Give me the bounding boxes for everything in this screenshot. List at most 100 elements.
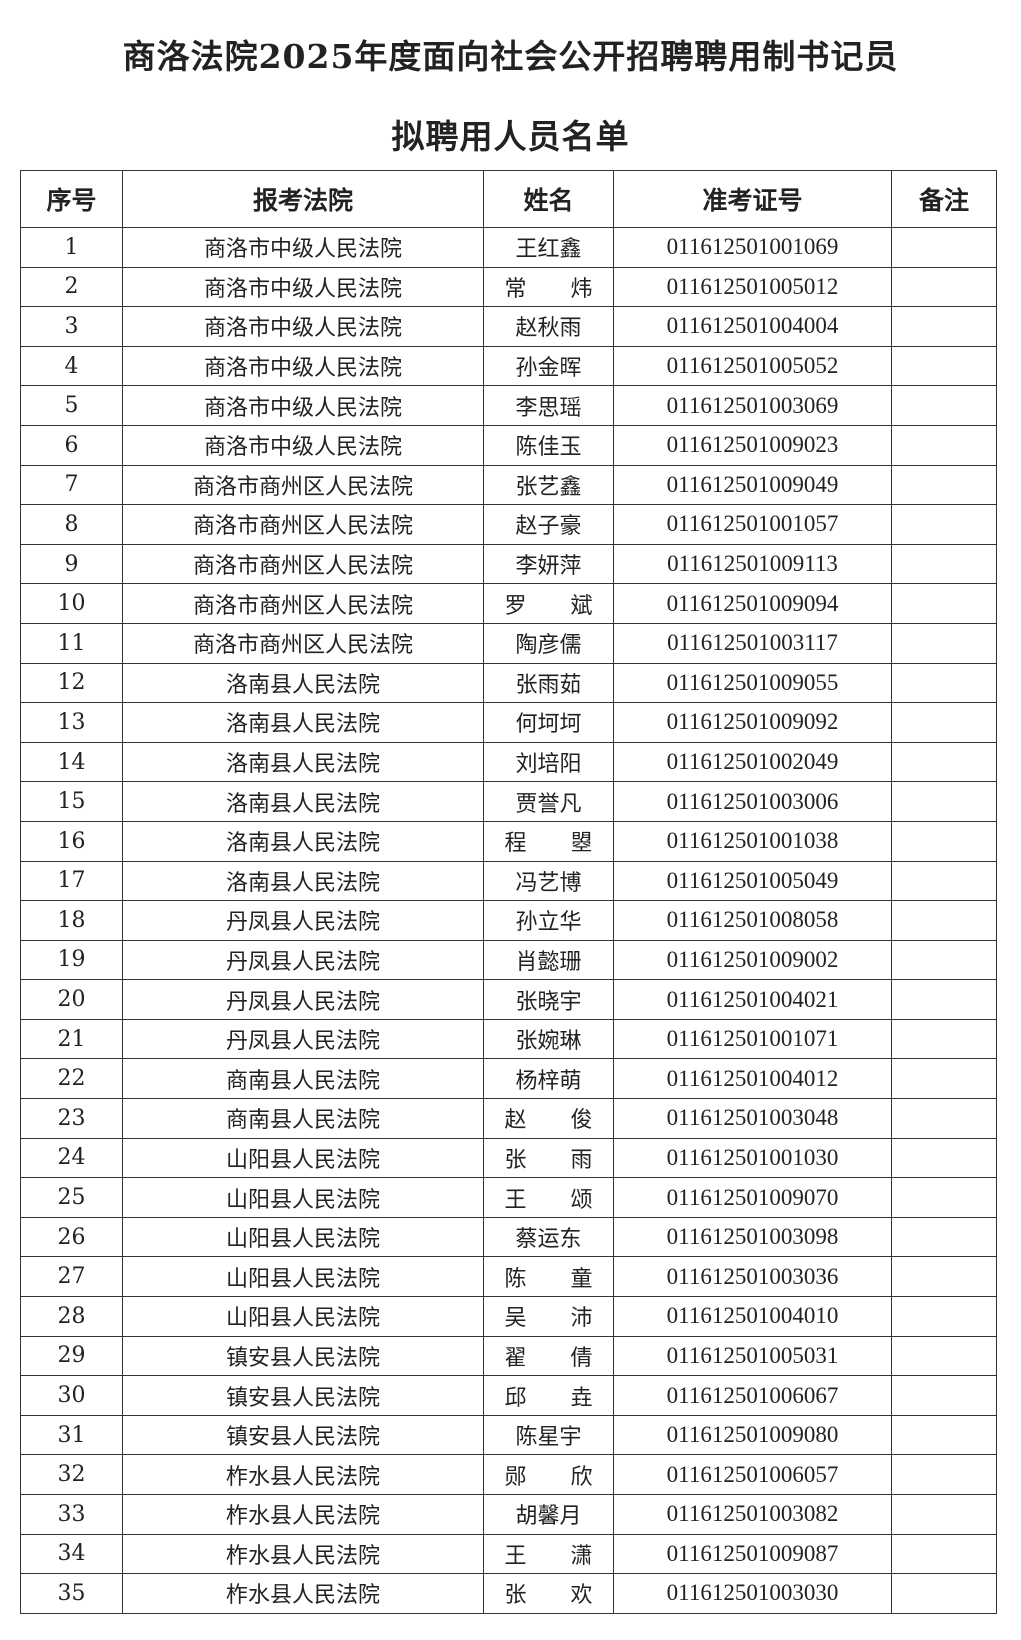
- cell-remarks: [891, 1216, 997, 1258]
- table-row: 9 商洛市商州区人民法院 李妍萍 011612501009113: [20, 543, 997, 585]
- table-row: 35 柞水县人民法院张 欢 011612501003030: [20, 1573, 997, 1614]
- table-row: 25 山阳县人民法院王 颂 011612501009070: [20, 1177, 997, 1218]
- header-exam-id: 准考证号: [613, 170, 892, 228]
- cell-court: 商洛市中级人民法院: [122, 266, 484, 308]
- cell-court: 商洛市中级人民法院: [122, 227, 484, 268]
- document-subtitle: 拟聘用人员名单: [391, 117, 630, 156]
- cell-name: 邱 垚: [483, 1375, 614, 1416]
- cell-court: 洛南县人民法院: [122, 702, 484, 743]
- cell-index: 26: [20, 1216, 123, 1258]
- cell-name: 赵秋雨: [483, 306, 614, 347]
- cell-exam-id: 011612501003117: [613, 622, 892, 664]
- cell-exam-id: 011612501003036: [613, 1256, 892, 1298]
- cell-index: 5: [20, 385, 123, 426]
- cell-name: 陈佳玉: [483, 424, 614, 466]
- cell-court: 丹凤县人民法院: [122, 1018, 484, 1060]
- cell-court: 镇安县人民法院: [122, 1414, 484, 1456]
- cell-name: 吴 沛: [483, 1296, 614, 1337]
- table-row: 11 商洛市商州区人民法院 陶彦儒 011612501003117: [20, 622, 997, 664]
- table-header-row: 序号 报考法院 姓名 准考证号 备注: [20, 170, 997, 228]
- cell-remarks: [891, 900, 997, 941]
- table-row: 33 柞水县人民法院 胡馨月 011612501003082: [20, 1494, 997, 1535]
- cell-name: 张晓宇: [483, 979, 614, 1020]
- table-row: 2 商洛市中级人民法院常 炜 011612501005012: [20, 266, 997, 308]
- cell-remarks: [891, 464, 997, 506]
- cell-remarks: [891, 1335, 997, 1377]
- cell-court: 洛南县人民法院: [122, 741, 484, 783]
- cell-court: 柞水县人民法院: [122, 1494, 484, 1535]
- table-row: 19 丹凤县人民法院 肖懿珊 011612501009002: [20, 939, 997, 981]
- cell-name: 赵子豪: [483, 504, 614, 545]
- table-row: 6 商洛市中级人民法院 陈佳玉 011612501009023: [20, 424, 997, 466]
- table-row: 4 商洛市中级人民法院 孙金晖 011612501005052: [20, 345, 997, 387]
- header-court: 报考法院: [122, 170, 484, 228]
- cell-remarks: [891, 227, 997, 268]
- cell-exam-id: 011612501003069: [613, 385, 892, 426]
- cell-index: 12: [20, 662, 123, 704]
- cell-exam-id: 011612501009080: [613, 1414, 892, 1456]
- table-row: 14 洛南县人民法院 刘培阳 011612501002049: [20, 741, 997, 783]
- cell-index: 15: [20, 781, 123, 822]
- candidate-table: 序号 报考法院 姓名 准考证号 备注 1 商洛市中级人民法院 王红鑫 01161250…: [20, 170, 997, 1614]
- cell-remarks: [891, 1494, 997, 1535]
- cell-exam-id: 011612501009087: [613, 1533, 892, 1575]
- cell-court: 商洛市中级人民法院: [122, 424, 484, 466]
- cell-exam-id: 011612501009113: [613, 543, 892, 585]
- cell-exam-id: 011612501004021: [613, 979, 892, 1020]
- cell-remarks: [891, 1256, 997, 1298]
- cell-index: 23: [20, 1098, 123, 1139]
- cell-index: 34: [20, 1533, 123, 1575]
- table-row: 16 洛南县人民法院程 曌 011612501001038: [20, 820, 997, 862]
- cell-name: 冯艺博: [483, 860, 614, 902]
- cell-remarks: [891, 702, 997, 743]
- cell-exam-id: 011612501005052: [613, 345, 892, 387]
- cell-remarks: [891, 820, 997, 862]
- cell-court: 洛南县人民法院: [122, 662, 484, 704]
- cell-court: 柞水县人民法院: [122, 1454, 484, 1495]
- cell-index: 31: [20, 1414, 123, 1456]
- cell-court: 洛南县人民法院: [122, 820, 484, 862]
- cell-remarks: [891, 1573, 997, 1614]
- table-row: 5 商洛市中级人民法院 李思瑶 011612501003069: [20, 385, 997, 426]
- cell-court: 商洛市商州区人民法院: [122, 464, 484, 506]
- cell-name: 陈星宇: [483, 1414, 614, 1456]
- cell-exam-id: 011612501009094: [613, 583, 892, 624]
- cell-name: 肖懿珊: [483, 939, 614, 981]
- cell-index: 4: [20, 345, 123, 387]
- table-row: 1 商洛市中级人民法院 王红鑫 011612501001069: [20, 227, 997, 268]
- cell-name: 陈 童: [483, 1256, 614, 1298]
- table-row: 7 商洛市商州区人民法院 张艺鑫 011612501009049: [20, 464, 997, 506]
- cell-court: 商洛市商州区人民法院: [122, 622, 484, 664]
- cell-index: 11: [20, 622, 123, 664]
- cell-name: 胡馨月: [483, 1494, 614, 1535]
- cell-exam-id: 011612501009092: [613, 702, 892, 743]
- cell-remarks: [891, 266, 997, 308]
- cell-index: 3: [20, 306, 123, 347]
- table-row: 22 商南县人民法院 杨梓萌 011612501004012: [20, 1058, 997, 1100]
- table-row: 30 镇安县人民法院邱 垚 011612501006067: [20, 1375, 997, 1416]
- cell-exam-id: 011612501009049: [613, 464, 892, 506]
- cell-court: 丹凤县人民法院: [122, 979, 484, 1020]
- cell-index: 25: [20, 1177, 123, 1218]
- cell-exam-id: 011612501006057: [613, 1454, 892, 1495]
- cell-exam-id: 011612501008058: [613, 900, 892, 941]
- cell-name: 程 曌: [483, 820, 614, 862]
- cell-index: 6: [20, 424, 123, 466]
- cell-court: 镇安县人民法院: [122, 1335, 484, 1377]
- cell-name: 赵 俊: [483, 1098, 614, 1139]
- cell-name: 罗 斌: [483, 583, 614, 624]
- cell-exam-id: 011612501001071: [613, 1018, 892, 1060]
- cell-court: 洛南县人民法院: [122, 781, 484, 822]
- cell-name: 翟 倩: [483, 1335, 614, 1377]
- table-row: 24 山阳县人民法院张 雨 011612501001030: [20, 1137, 997, 1179]
- cell-name: 刘培阳: [483, 741, 614, 783]
- cell-court: 商洛市中级人民法院: [122, 345, 484, 387]
- cell-index: 30: [20, 1375, 123, 1416]
- cell-index: 18: [20, 900, 123, 941]
- cell-name: 孙金晖: [483, 345, 614, 387]
- cell-name: 贾誉凡: [483, 781, 614, 822]
- cell-exam-id: 011612501001057: [613, 504, 892, 545]
- cell-name: 王 颂: [483, 1177, 614, 1218]
- table-row: 21 丹凤县人民法院 张婉琳 011612501001071: [20, 1018, 997, 1060]
- table-row: 20 丹凤县人民法院 张晓宇 011612501004021: [20, 979, 997, 1020]
